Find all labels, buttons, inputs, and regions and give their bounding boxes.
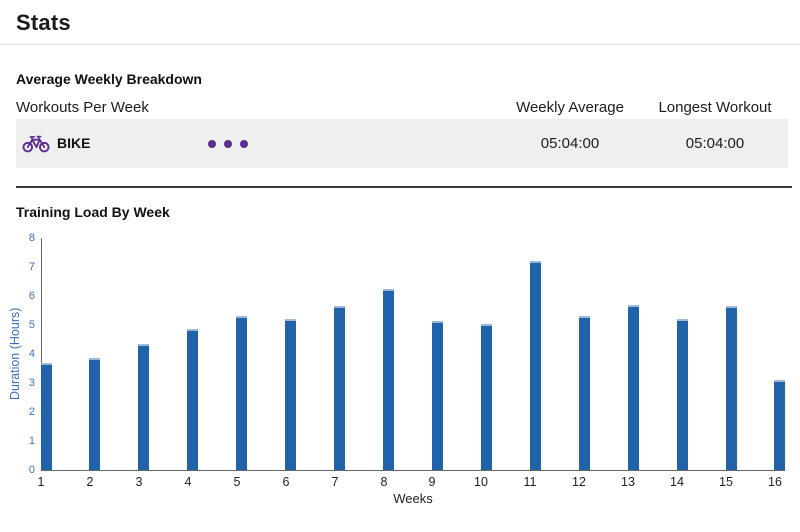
x-tick-label: 9 — [428, 475, 436, 489]
chart-bar[interactable] — [187, 329, 198, 470]
x-tick-label: 14 — [670, 475, 684, 489]
chart-bar[interactable] — [432, 321, 443, 470]
x-tick-label: 13 — [621, 475, 635, 489]
longest-workout-value: 05:04:00 — [685, 135, 745, 152]
y-tick-label: 7 — [28, 261, 35, 273]
x-tick-label: 1 — [37, 475, 45, 489]
sport-label: BIKE — [57, 135, 91, 151]
y-axis-line — [41, 238, 42, 470]
x-tick-label: 2 — [86, 475, 94, 489]
chart-bar[interactable] — [383, 289, 394, 470]
chart-bar[interactable] — [236, 316, 247, 470]
chart-heading: Training Load By Week — [16, 204, 170, 220]
y-tick-label: 3 — [28, 377, 35, 389]
x-tick-label: 4 — [184, 475, 192, 489]
bike-icon — [22, 132, 50, 154]
y-tick-label: 2 — [28, 406, 35, 418]
chart-bar[interactable] — [774, 380, 785, 470]
x-tick-label: 5 — [233, 475, 241, 489]
chart-bar[interactable] — [481, 324, 492, 470]
weekly-average-value: 05:04:00 — [540, 135, 600, 152]
x-tick-label: 12 — [572, 475, 586, 489]
workouts-per-week-dots — [208, 140, 256, 148]
section-divider — [16, 186, 792, 188]
y-tick-label: 5 — [28, 319, 35, 331]
y-tick-label: 6 — [28, 290, 35, 302]
column-header-workouts-per-week: Workouts Per Week — [16, 99, 149, 116]
title-divider — [0, 44, 800, 45]
chart-bar[interactable] — [677, 319, 688, 470]
x-tick-label: 10 — [474, 475, 488, 489]
x-tick-label: 7 — [331, 475, 339, 489]
chart-bar[interactable] — [89, 358, 100, 470]
y-tick-label: 8 — [28, 232, 35, 244]
chart-bar[interactable] — [285, 319, 296, 470]
workout-dot — [240, 140, 248, 148]
y-tick-label: 0 — [28, 464, 35, 476]
workout-dot — [208, 140, 216, 148]
x-tick-label: 3 — [135, 475, 143, 489]
x-tick-label: 15 — [719, 475, 733, 489]
chart-bar[interactable] — [628, 305, 639, 470]
chart-bar[interactable] — [530, 261, 541, 470]
x-tick-label: 11 — [523, 475, 537, 489]
page-title: Stats — [16, 10, 71, 35]
chart-bar[interactable] — [579, 316, 590, 470]
x-tick-label: 8 — [380, 475, 388, 489]
x-axis-line — [41, 470, 785, 471]
column-header-longest-workout: Longest Workout — [658, 99, 772, 116]
chart-bar[interactable] — [138, 344, 149, 470]
column-header-weekly-average: Weekly Average — [516, 99, 624, 116]
workout-dot — [224, 140, 232, 148]
x-tick-label: 6 — [282, 475, 290, 489]
chart-bar[interactable] — [41, 363, 52, 470]
y-tick-label: 4 — [28, 348, 35, 360]
x-tick-label: 16 — [768, 475, 782, 489]
chart-bar[interactable] — [334, 306, 345, 470]
x-axis-title: Weeks — [393, 491, 433, 506]
chart-bar[interactable] — [726, 306, 737, 470]
table-row-bike[interactable]: BIKE 05:04:00 05:04:00 — [16, 119, 788, 168]
breakdown-heading: Average Weekly Breakdown — [16, 71, 202, 87]
y-tick-label: 1 — [28, 435, 35, 447]
